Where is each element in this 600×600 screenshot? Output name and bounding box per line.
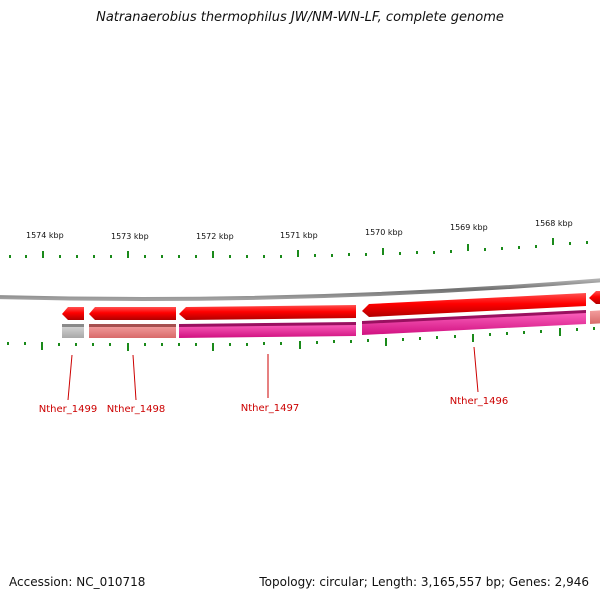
scale-label: 1568 kbp: [535, 219, 573, 228]
scale-labels: 1574 kbp 1573 kbp 1572 kbp 1571 kbp 1570…: [26, 219, 573, 241]
genome-backbone: [0, 278, 600, 301]
gene-labels: Nther_1499 Nther_1498 Nther_1497 Nther_1…: [39, 396, 508, 415]
outer-scale-ticks: [9, 238, 588, 258]
gene-label-leaders: [67, 346, 479, 401]
gene-label-nther-1498[interactable]: Nther_1498: [107, 404, 165, 415]
gene-feature-nther-1496[interactable]: [362, 311, 586, 335]
scale-label: 1572 kbp: [196, 232, 234, 241]
scale-label: 1570 kbp: [365, 228, 403, 237]
cds-track: [62, 291, 600, 320]
cds-arrow-nther-1497[interactable]: [179, 305, 356, 320]
accession-text: Accession: NC_010718: [9, 575, 146, 589]
scale-label: 1573 kbp: [111, 232, 149, 241]
inner-scale-ticks: [7, 327, 595, 351]
scale-label: 1571 kbp: [280, 231, 318, 240]
scale-label: 1569 kbp: [450, 223, 488, 232]
gene-feature-nther-1498[interactable]: [89, 325, 176, 338]
gene-feature-track: [62, 310, 600, 338]
cds-arrow-nther-1496[interactable]: [362, 293, 586, 317]
scale-label: 1574 kbp: [26, 231, 64, 240]
gene-label-nther-1496[interactable]: Nther_1496: [450, 396, 508, 407]
cds-arrow-nther-1498[interactable]: [89, 307, 176, 320]
gene-feature-nther-1499[interactable]: [62, 325, 84, 338]
gene-feature-next[interactable]: [590, 310, 600, 324]
gene-feature-nther-1497[interactable]: [179, 323, 356, 338]
cds-arrow-next[interactable]: [589, 291, 600, 304]
genome-title: Natranaerobius thermophilus JW/NM-WN-LF,…: [96, 10, 504, 25]
genome-stats-text: Topology: circular; Length: 3,165,557 bp…: [259, 575, 589, 589]
gene-label-nther-1499[interactable]: Nther_1499: [39, 404, 97, 415]
gene-label-nther-1497[interactable]: Nther_1497: [241, 403, 299, 414]
cds-arrow-nther-1499[interactable]: [62, 307, 84, 320]
